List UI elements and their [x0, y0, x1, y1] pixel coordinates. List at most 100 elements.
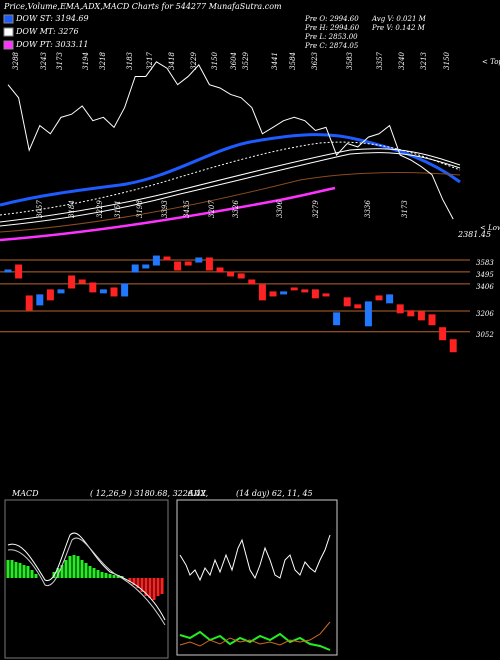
candle	[417, 311, 425, 321]
top-label: 3218	[99, 51, 107, 69]
level-label: 3206	[476, 310, 494, 318]
ema-line	[0, 152, 461, 227]
candle	[375, 295, 383, 301]
legend-swatch	[3, 40, 14, 50]
macd-panel	[4, 499, 169, 659]
stat: Pre L: 2853.00	[304, 33, 358, 41]
candle	[25, 295, 33, 311]
candle	[174, 261, 182, 271]
price-line	[7, 61, 454, 220]
low-label: 3151	[114, 200, 122, 218]
macd-histogram	[128, 578, 164, 600]
candle	[4, 269, 12, 273]
lows-label: < Lows	[480, 224, 500, 232]
low-label: 3184	[68, 200, 76, 218]
candle	[407, 310, 415, 317]
top-label: 3604	[230, 52, 238, 70]
adx-panel	[176, 499, 338, 656]
candle	[322, 293, 330, 297]
macd-line	[7, 532, 166, 621]
top-label: 3243	[40, 51, 48, 69]
macd-title: MACD	[11, 489, 39, 498]
stat: Pre C: 2874.05	[304, 42, 359, 50]
top-label: 3357	[376, 51, 384, 69]
low-label: 3229	[96, 200, 104, 218]
candle	[142, 264, 150, 269]
low-label: 3306	[276, 200, 284, 218]
top-label: 3584	[289, 52, 297, 70]
candle	[248, 279, 256, 285]
macd-values: ( 12,26,9 ) 3180.68, 3226.42,	[90, 489, 208, 498]
top-label: 3418	[168, 51, 176, 69]
candle	[386, 294, 394, 304]
candle	[78, 279, 86, 284]
low-label: 3207	[208, 200, 216, 218]
candle	[163, 256, 171, 261]
legend-label: DOW PT: 3033.11	[15, 40, 89, 49]
low-label: 3173	[401, 200, 409, 218]
candle	[46, 289, 54, 301]
candle	[280, 291, 288, 295]
low-label: 3326	[232, 200, 240, 218]
ema-line	[0, 148, 461, 223]
level-label: 3406	[476, 283, 494, 291]
stat: Pre H: 2994.60	[304, 24, 360, 32]
legend-swatch	[3, 14, 14, 24]
top-label: 3213	[420, 51, 428, 69]
top-label: 3288	[12, 51, 20, 69]
legend-label: DOW MT: 3276	[15, 27, 79, 36]
top-label: 3529	[242, 51, 250, 69]
stat: Avg V: 0.021 M	[371, 15, 427, 23]
top-label: 3441	[271, 52, 279, 70]
top-label: 3150	[443, 51, 451, 69]
last-low: 2381.45	[457, 230, 491, 239]
candle	[258, 284, 266, 301]
candle	[333, 312, 341, 326]
candle	[269, 291, 277, 297]
candle	[89, 282, 97, 293]
level-label: 3495	[476, 271, 494, 279]
ema-line	[0, 186, 336, 242]
candle	[449, 339, 457, 353]
legend-swatch	[3, 27, 14, 37]
adx-line	[179, 621, 331, 647]
candle	[396, 304, 404, 314]
top-label: 3229	[190, 51, 198, 69]
adx-line	[179, 534, 331, 582]
adx-title: ADX	[187, 489, 206, 498]
low-label: 3057	[36, 200, 44, 218]
candle	[343, 297, 351, 307]
candle	[57, 289, 65, 294]
candle	[227, 271, 235, 277]
stat: Pre V: 0.142 M	[371, 24, 426, 32]
candle	[354, 304, 362, 309]
candle	[184, 261, 192, 266]
top-label: 3583	[346, 51, 354, 69]
low-label: 3336	[364, 200, 372, 218]
top-label: 3183	[126, 51, 134, 69]
low-label: 3198	[136, 200, 144, 218]
top-label: 3217	[146, 51, 154, 69]
candle	[131, 264, 139, 273]
top-label: 3623	[311, 51, 319, 69]
candle	[99, 289, 107, 294]
tops-label: < Tops	[482, 58, 500, 66]
candle	[216, 267, 224, 273]
candle	[195, 257, 203, 263]
candle	[428, 314, 436, 326]
top-label: 3150	[211, 51, 219, 69]
level-label: 3583	[476, 259, 494, 267]
candle	[68, 275, 76, 289]
candle	[290, 287, 298, 291]
ema-line	[0, 133, 461, 207]
top-label: 3173	[56, 51, 64, 69]
legend-label: DOW ST: 3194.69	[15, 14, 89, 23]
candle	[152, 255, 160, 266]
low-label: 3279	[312, 200, 320, 218]
level-label: 3052	[476, 331, 494, 339]
low-label: 3393	[161, 200, 169, 218]
candle	[110, 287, 118, 297]
candle	[237, 273, 245, 279]
candle	[205, 257, 213, 271]
